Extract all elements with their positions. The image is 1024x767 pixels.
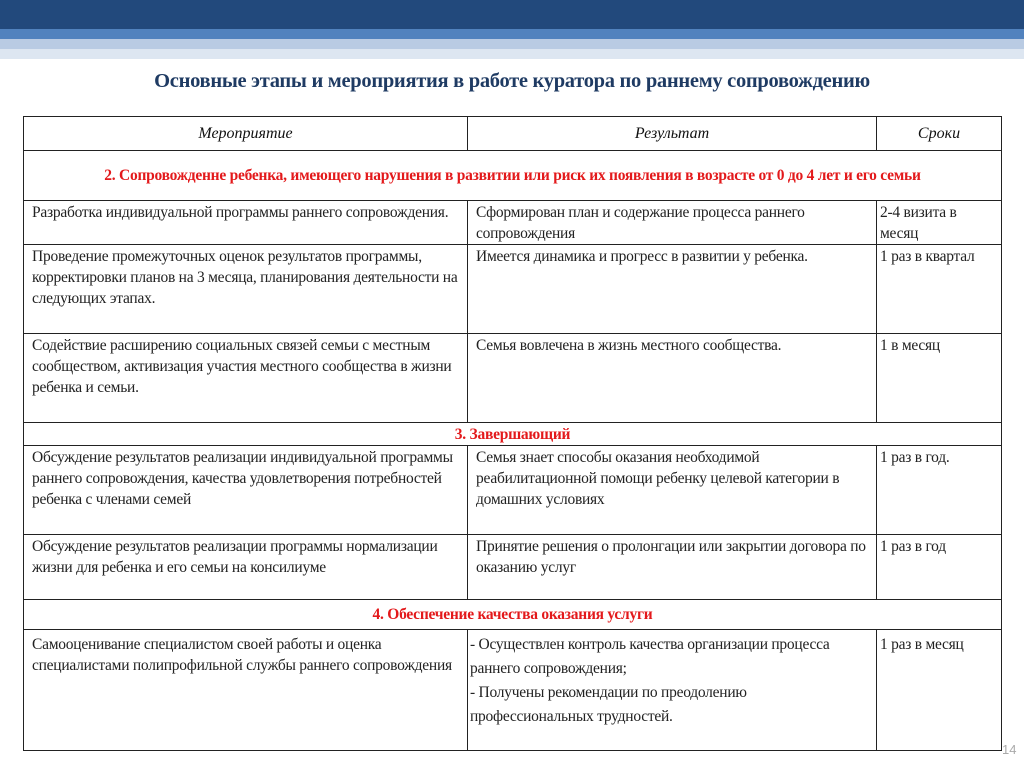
term-cell: 1 раз в квартал bbox=[876, 244, 1002, 334]
activity-cell: Содействие расширению социальных связей … bbox=[23, 333, 468, 423]
slide-title: Основные этапы и мероприятия в работе ку… bbox=[154, 70, 870, 92]
result-cell: Семья вовлечена в жизнь местного сообщес… bbox=[467, 333, 877, 423]
activity-cell: Обсуждение результатов реализации индиви… bbox=[23, 445, 468, 535]
section-row: 2. Сопровожденне ребенка, имеющего наруш… bbox=[23, 150, 1002, 201]
term-cell: 1 раз в год. bbox=[876, 445, 1002, 535]
section-row: 3. Завершающий bbox=[23, 422, 1002, 446]
section-heading: 3. Завершающий bbox=[23, 422, 1002, 446]
header-stripe-dark bbox=[0, 0, 1024, 29]
table-row: Самооценивание специалистом своей работы… bbox=[23, 629, 1002, 751]
term-cell: 1 раз в год bbox=[876, 534, 1002, 600]
activities-table: Мероприятие Результат Сроки 2. Сопровожд… bbox=[23, 116, 1002, 751]
result-cell: Имеется динамика и прогресс в развитии у… bbox=[467, 244, 877, 334]
table-row: Обсуждение результатов реализации програ… bbox=[23, 534, 1002, 600]
page-number: 14 bbox=[1002, 742, 1017, 757]
result-cell: Сформирован план и содержание процесса р… bbox=[467, 200, 877, 245]
header-stripe-lightest bbox=[0, 49, 1024, 59]
table-row: Разработка индивидуальной программы ранн… bbox=[23, 200, 1002, 245]
activity-cell: Самооценивание специалистом своей работы… bbox=[23, 629, 468, 751]
result-cell: Семья знает способы оказания необходимой… bbox=[467, 445, 877, 535]
result-cell: Принятие решения о пролонгации или закры… bbox=[467, 534, 877, 600]
section-row: 4. Обеспечение качества оказания услуги bbox=[23, 599, 1002, 630]
activity-cell: Разработка индивидуальной программы ранн… bbox=[23, 200, 468, 245]
activity-cell: Проведение промежуточных оценок результа… bbox=[23, 244, 468, 334]
term-cell: 1 в месяц bbox=[876, 333, 1002, 423]
column-header-term: Сроки bbox=[876, 116, 1002, 151]
column-header-result: Результат bbox=[467, 116, 877, 151]
section-heading: 2. Сопровожденне ребенка, имеющего наруш… bbox=[23, 150, 1002, 201]
table-header-row: Мероприятие Результат Сроки bbox=[23, 116, 1002, 151]
term-cell: 1 раз в месяц bbox=[876, 629, 1002, 751]
activity-cell: Обсуждение результатов реализации програ… bbox=[23, 534, 468, 600]
table-row: Обсуждение результатов реализации индиви… bbox=[23, 445, 1002, 535]
table-row: Содействие расширению социальных связей … bbox=[23, 333, 1002, 423]
section-heading: 4. Обеспечение качества оказания услуги bbox=[23, 599, 1002, 630]
term-cell: 2-4 визита в месяц bbox=[876, 200, 1002, 245]
header-stripe-medium bbox=[0, 29, 1024, 39]
table-row: Проведение промежуточных оценок результа… bbox=[23, 244, 1002, 334]
result-cell: - Осуществлен контроль качества организа… bbox=[467, 629, 877, 751]
header-stripe-light bbox=[0, 39, 1024, 49]
column-header-activity: Мероприятие bbox=[23, 116, 468, 151]
